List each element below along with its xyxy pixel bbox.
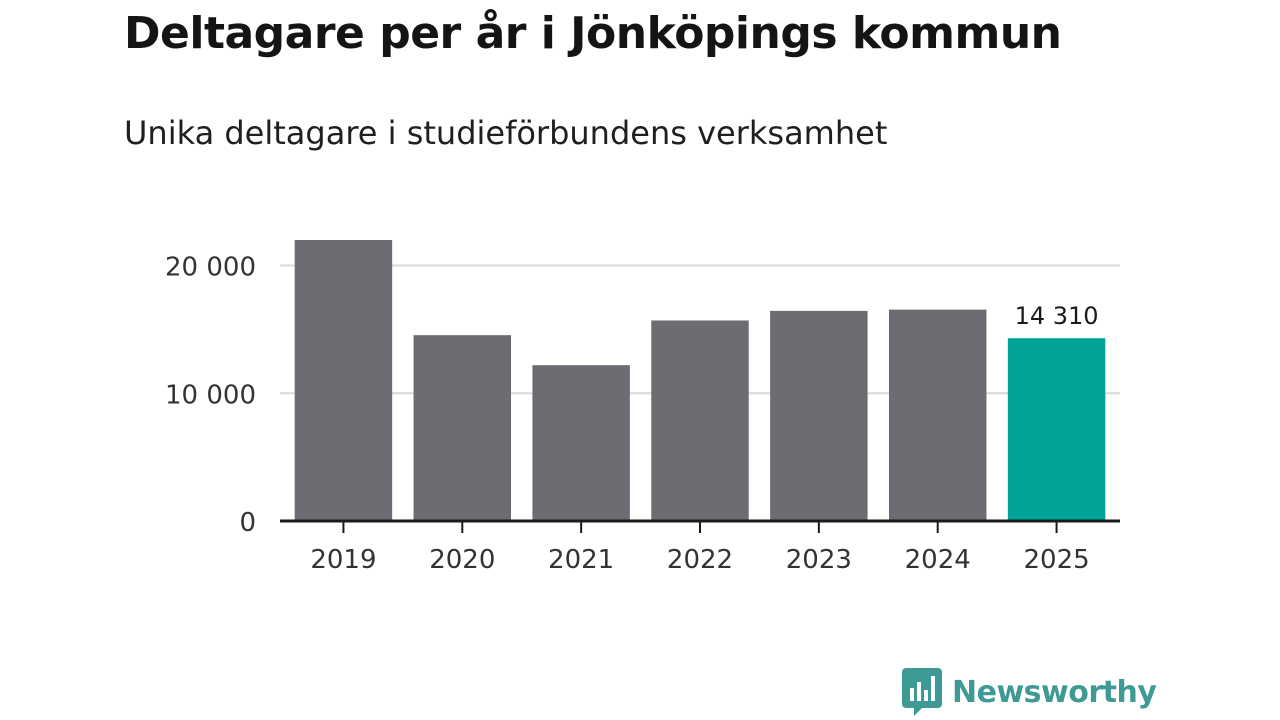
bar [1007, 338, 1106, 521]
x-tick-label: 2025 [1023, 545, 1089, 575]
data-labels: 14 310 [1015, 302, 1099, 330]
axes: 0 10 000 20 000 2019 2020 2021 2022 2023 2024 202… [165, 253, 1120, 575]
brand-name: Newsworthy [952, 674, 1157, 710]
x-tick-label: 2023 [786, 545, 852, 575]
newsworthy-brand: Newsworthy [902, 668, 1157, 716]
y-tick-label: 0 [239, 508, 256, 538]
x-tick-label: 2024 [905, 545, 971, 575]
bar [294, 240, 393, 521]
bar [888, 309, 987, 521]
x-tick-label: 2022 [667, 545, 733, 575]
bars [294, 240, 1106, 521]
chart-subtitle: Unika deltagare i studieförbundens verks… [124, 114, 888, 152]
bar [413, 335, 512, 521]
x-tick-label: 2019 [310, 545, 376, 575]
y-tick-label: 10 000 [165, 380, 256, 410]
y-tick-label: 20 000 [165, 253, 256, 283]
bar [770, 310, 868, 521]
chart-title: Deltagare per år i Jönköpings kommun [124, 8, 1062, 59]
bar [651, 320, 749, 521]
newsworthy-logo-icon [902, 668, 942, 716]
data-label: 14 310 [1015, 302, 1099, 330]
bar [532, 365, 630, 521]
x-tick-label: 2021 [548, 545, 614, 575]
x-tick-label: 2020 [429, 545, 495, 575]
